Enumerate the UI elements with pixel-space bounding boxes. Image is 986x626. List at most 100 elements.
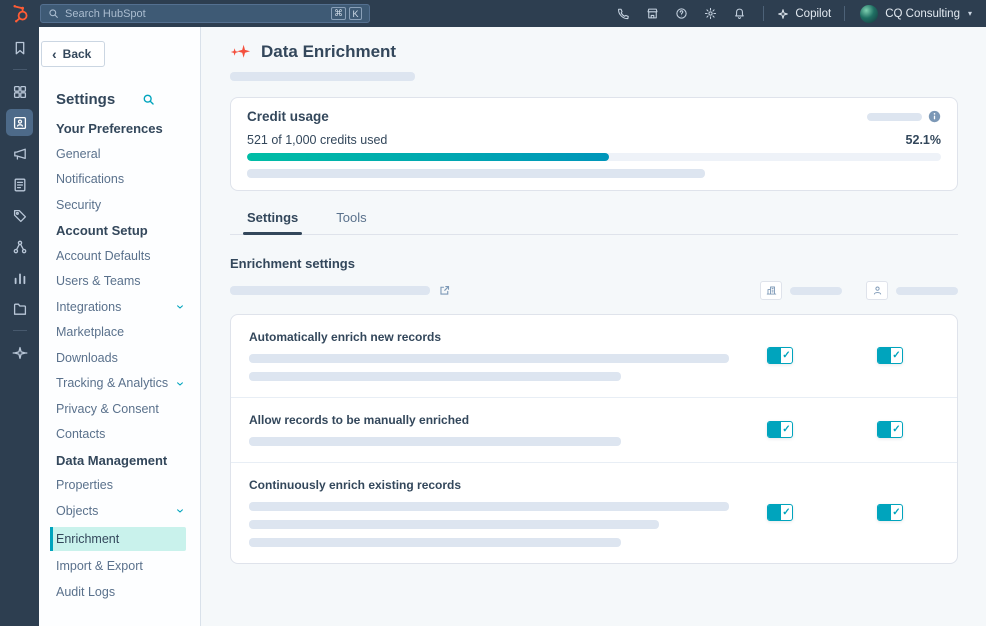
setting-row: Allow records to be manually enriched ✓ ✓ xyxy=(231,397,957,462)
setting-label: Continuously enrich existing records xyxy=(249,478,462,492)
enrichment-toggle[interactable]: ✓ xyxy=(877,346,903,364)
settings-search-icon[interactable] xyxy=(142,93,155,106)
enrichment-toggle[interactable]: ✓ xyxy=(877,420,903,438)
skeleton-bar xyxy=(790,286,842,295)
rail-divider xyxy=(12,69,27,70)
skeleton-bar xyxy=(867,112,922,121)
rail-item-library-icon[interactable] xyxy=(6,295,33,322)
settings-gear-icon[interactable] xyxy=(696,0,725,27)
credit-progress-bar xyxy=(247,153,941,161)
search-input[interactable]: Search HubSpot ⌘ K xyxy=(40,4,370,23)
rail-item-ai-sparkle-icon[interactable] xyxy=(6,339,33,366)
chevron-down-icon xyxy=(175,302,185,312)
external-link-icon[interactable] xyxy=(438,284,451,297)
calls-icon[interactable] xyxy=(609,0,638,27)
section-meta-row xyxy=(230,281,958,300)
skeleton-bar xyxy=(249,520,659,529)
chevron-down-icon xyxy=(175,506,185,516)
object-column xyxy=(760,281,842,300)
credit-usage-card: Credit usage 521 of 1,000 credits used 5… xyxy=(230,97,958,191)
setting-row: Continuously enrich existing records ✓ ✓ xyxy=(231,462,957,563)
toggle-group: ✓ ✓ xyxy=(767,346,903,364)
sidebar-item-enrichment[interactable]: Enrichment xyxy=(50,527,186,551)
chevron-left-icon: ‹ xyxy=(52,46,57,62)
back-label: Back xyxy=(62,47,92,61)
rail-item-workspaces-icon[interactable] xyxy=(6,78,33,105)
setting-label: Automatically enrich new records xyxy=(249,330,442,344)
skeleton-bar xyxy=(247,169,706,178)
sidebar-item-label: Security xyxy=(56,197,102,212)
sidebar-item-privacy-consent[interactable]: Privacy & Consent xyxy=(39,397,200,423)
enrichment-toggle[interactable]: ✓ xyxy=(767,420,793,438)
back-button[interactable]: ‹ Back xyxy=(41,41,106,67)
sidebar-item-contacts[interactable]: Contacts xyxy=(39,422,200,448)
sidebar-item-import-export[interactable]: Import & Export xyxy=(39,554,200,580)
rail-item-bookmarks-icon[interactable] xyxy=(6,34,33,61)
sidebar-item-label: General xyxy=(56,146,101,161)
sidebar-item-properties[interactable]: Properties xyxy=(39,473,200,499)
contacts-icon xyxy=(866,281,888,300)
copilot-sparkle-icon xyxy=(778,8,789,19)
enrichment-toggle[interactable]: ✓ xyxy=(767,503,793,521)
hubspot-logo-icon[interactable] xyxy=(9,3,31,25)
tab-tools[interactable]: Tools xyxy=(336,210,367,225)
chevron-down-icon xyxy=(175,379,185,389)
tab-settings[interactable]: Settings xyxy=(242,210,303,235)
sidebar-section-heading: Account Setup xyxy=(56,223,148,238)
search-placeholder: Search HubSpot xyxy=(65,7,146,20)
toggle-group: ✓ ✓ xyxy=(767,420,903,438)
k-key: K xyxy=(349,7,362,20)
skeleton-bar xyxy=(896,286,958,295)
sidebar-item-integrations[interactable]: Integrations xyxy=(39,295,200,321)
sidebar-item-label: Import & Export xyxy=(56,559,143,573)
copilot-label: Copilot xyxy=(795,7,832,20)
rail-item-content-icon[interactable] xyxy=(6,171,33,198)
sidebar-item-audit-logs[interactable]: Audit Logs xyxy=(39,580,200,606)
sidebar-item-label: Privacy & Consent xyxy=(56,401,159,416)
marketplace-icon[interactable] xyxy=(638,0,667,27)
info-icon[interactable] xyxy=(928,110,941,123)
avatar xyxy=(860,4,879,23)
sidebar-item-objects[interactable]: Objects xyxy=(39,499,200,525)
search-icon xyxy=(48,8,59,19)
settings-sidebar: ‹ Back Settings Your Preferences General N… xyxy=(39,27,201,626)
sidebar-item-account-defaults[interactable]: Account Defaults xyxy=(39,244,200,270)
account-menu[interactable]: CQ Consulting ▾ xyxy=(854,4,974,23)
main-content: Data Enrichment Credit usage 521 of 1,00… xyxy=(201,27,986,626)
object-columns xyxy=(760,281,958,300)
rail-item-marketing-icon[interactable] xyxy=(6,140,33,167)
skeleton-bar xyxy=(249,437,621,446)
help-icon[interactable] xyxy=(667,0,696,27)
sidebar-item-security[interactable]: Security xyxy=(39,193,200,219)
breeze-ai-icon xyxy=(230,42,252,62)
sidebar-item-label: Objects xyxy=(56,503,99,518)
cmd-key: ⌘ xyxy=(331,7,346,20)
sidebar-item-general[interactable]: General xyxy=(39,142,200,168)
tab-bar: Settings Tools xyxy=(230,210,958,235)
sidebar-item-marketplace-downloads[interactable]: Marketplace Downloads xyxy=(39,320,200,371)
account-name: CQ Consulting xyxy=(885,7,960,20)
app-icon-rail xyxy=(0,27,39,626)
skeleton-bar xyxy=(230,72,415,81)
enrichment-settings-card: Automatically enrich new records ✓ ✓ Allow … xyxy=(230,314,958,564)
rail-item-crm-icon[interactable] xyxy=(6,109,33,136)
sidebar-item-label: Audit Logs xyxy=(56,584,116,599)
sidebar-item-users-teams[interactable]: Users & Teams xyxy=(39,269,200,295)
skeleton-bar xyxy=(249,502,729,511)
copilot-button[interactable]: Copilot xyxy=(773,8,835,20)
rail-item-commerce-icon[interactable] xyxy=(6,202,33,229)
enrichment-toggle[interactable]: ✓ xyxy=(877,503,903,521)
skeleton-bar xyxy=(249,354,729,363)
notifications-bell-icon[interactable] xyxy=(725,0,754,27)
enrichment-toggle[interactable]: ✓ xyxy=(767,346,793,364)
rail-item-automations-icon[interactable] xyxy=(6,233,33,260)
separator xyxy=(844,6,846,21)
sidebar-item-tracking-analytics[interactable]: Tracking & Analytics xyxy=(39,371,200,397)
sidebar-item-notifications[interactable]: Notifications xyxy=(39,167,200,193)
toggle-group: ✓ ✓ xyxy=(767,503,903,521)
companies-icon xyxy=(760,281,782,300)
sidebar-item-label: Tracking & Analytics xyxy=(56,376,169,390)
skeleton-bar xyxy=(249,372,621,381)
rail-item-reporting-icon[interactable] xyxy=(6,264,33,291)
topbar-actions: Copilot CQ Consulting ▾ xyxy=(609,0,974,27)
